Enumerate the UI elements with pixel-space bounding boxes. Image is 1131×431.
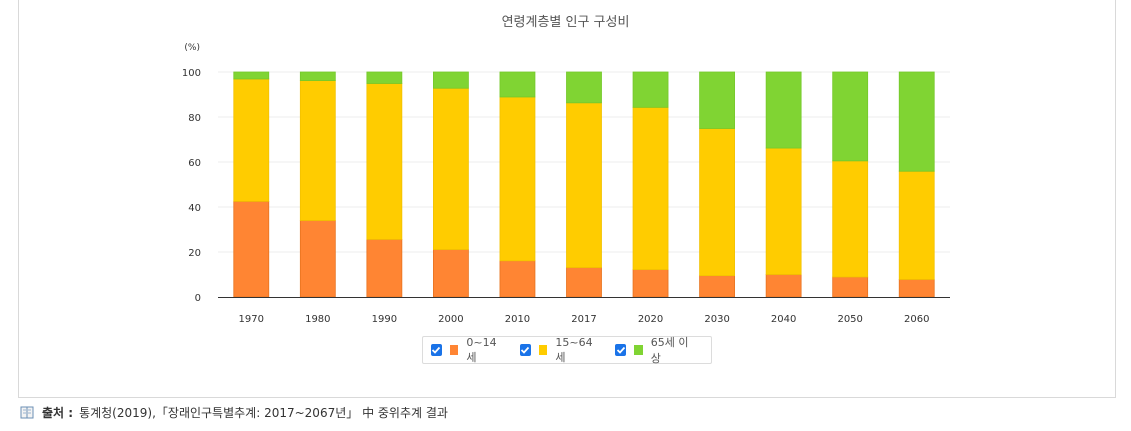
bar-segment-1 <box>832 160 869 278</box>
bar-segment-1 <box>566 102 602 268</box>
y-tick-label: 60 <box>188 158 201 169</box>
bar-segment-0 <box>699 275 735 298</box>
x-tick-label: 2060 <box>904 314 929 325</box>
book-icon <box>20 406 34 419</box>
y-tick-label: 0 <box>195 293 201 304</box>
legend-item[interactable]: 15~64세 <box>519 335 597 365</box>
legend-swatch <box>449 345 459 355</box>
x-tick-label: 2000 <box>438 314 463 325</box>
x-tick-label: 2030 <box>704 314 729 325</box>
bar-segment-0 <box>566 267 602 298</box>
bar-segment-1 <box>499 96 536 262</box>
bar-segment-2 <box>233 71 270 80</box>
y-tick-label: 80 <box>188 113 201 124</box>
legend-swatch <box>633 345 643 355</box>
bar-segment-2 <box>632 71 669 108</box>
legend-item[interactable]: 0~14세 <box>431 336 502 365</box>
bar-segment-1 <box>699 128 735 277</box>
bar-segment-2 <box>566 71 602 104</box>
x-tick-label: 2040 <box>771 314 796 325</box>
bar-segment-0 <box>233 200 270 298</box>
checkbox-checked-icon[interactable] <box>519 344 531 356</box>
bar-segment-1 <box>898 170 935 280</box>
bar-segment-1 <box>299 80 336 221</box>
bar-segment-2 <box>898 71 935 172</box>
bar-segment-1 <box>765 147 802 275</box>
bar-segment-2 <box>433 71 469 89</box>
bar-segment-1 <box>433 87 469 250</box>
bar-segment-0 <box>765 274 802 298</box>
x-tick-label: 1970 <box>239 314 264 325</box>
bar-segment-1 <box>366 83 403 240</box>
bar-segment-2 <box>499 71 536 98</box>
bar-segment-0 <box>898 279 935 298</box>
source-note: 출처 : 통계청(2019),「장래인구특별추계: 2017~2067년」 中 … <box>20 404 448 421</box>
source-text: 통계청(2019),「장래인구특별추계: 2017~2067년」 中 중위추계 … <box>79 406 448 420</box>
y-tick-label: 20 <box>188 248 201 259</box>
bar-segment-0 <box>832 276 869 298</box>
y-axis-label: (%) <box>184 43 200 53</box>
bar-segment-1 <box>632 106 669 270</box>
x-tick-label: 1990 <box>372 314 397 325</box>
bar-segment-2 <box>765 71 802 149</box>
bar-segment-0 <box>299 220 336 298</box>
legend-item[interactable]: 65세 이상 <box>615 334 693 366</box>
chart-legend: 0~14세 15~64세 65세 이상 <box>422 334 712 366</box>
bar-segment-2 <box>299 71 336 81</box>
y-tick-label: 100 <box>182 68 201 79</box>
bar-segment-1 <box>233 78 270 202</box>
x-tick-label: 2020 <box>638 314 663 325</box>
bar-segment-2 <box>832 71 869 162</box>
x-tick-label: 2050 <box>837 314 862 325</box>
chart-title: 연령계층별 인구 구성비 <box>501 15 630 30</box>
x-tick-label: 2010 <box>505 314 530 325</box>
legend-swatch <box>538 345 548 355</box>
source-label: 출처 : <box>42 406 74 420</box>
bar-segment-2 <box>366 71 403 84</box>
x-tick-label: 1980 <box>305 314 330 325</box>
bar-segment-2 <box>699 71 735 129</box>
legend-label: 0~14세 <box>466 335 497 364</box>
checkbox-checked-icon[interactable] <box>615 344 626 356</box>
bar-segment-0 <box>499 260 536 298</box>
y-tick-label: 40 <box>188 203 201 214</box>
legend-label: 15~64세 <box>555 335 593 364</box>
legend-label: 65세 이상 <box>650 336 689 365</box>
bar-segment-0 <box>433 249 469 298</box>
bar-segment-0 <box>366 238 403 298</box>
x-tick-label: 2017 <box>571 314 596 325</box>
bar-segment-0 <box>632 269 669 298</box>
checkbox-checked-icon[interactable] <box>431 344 442 356</box>
